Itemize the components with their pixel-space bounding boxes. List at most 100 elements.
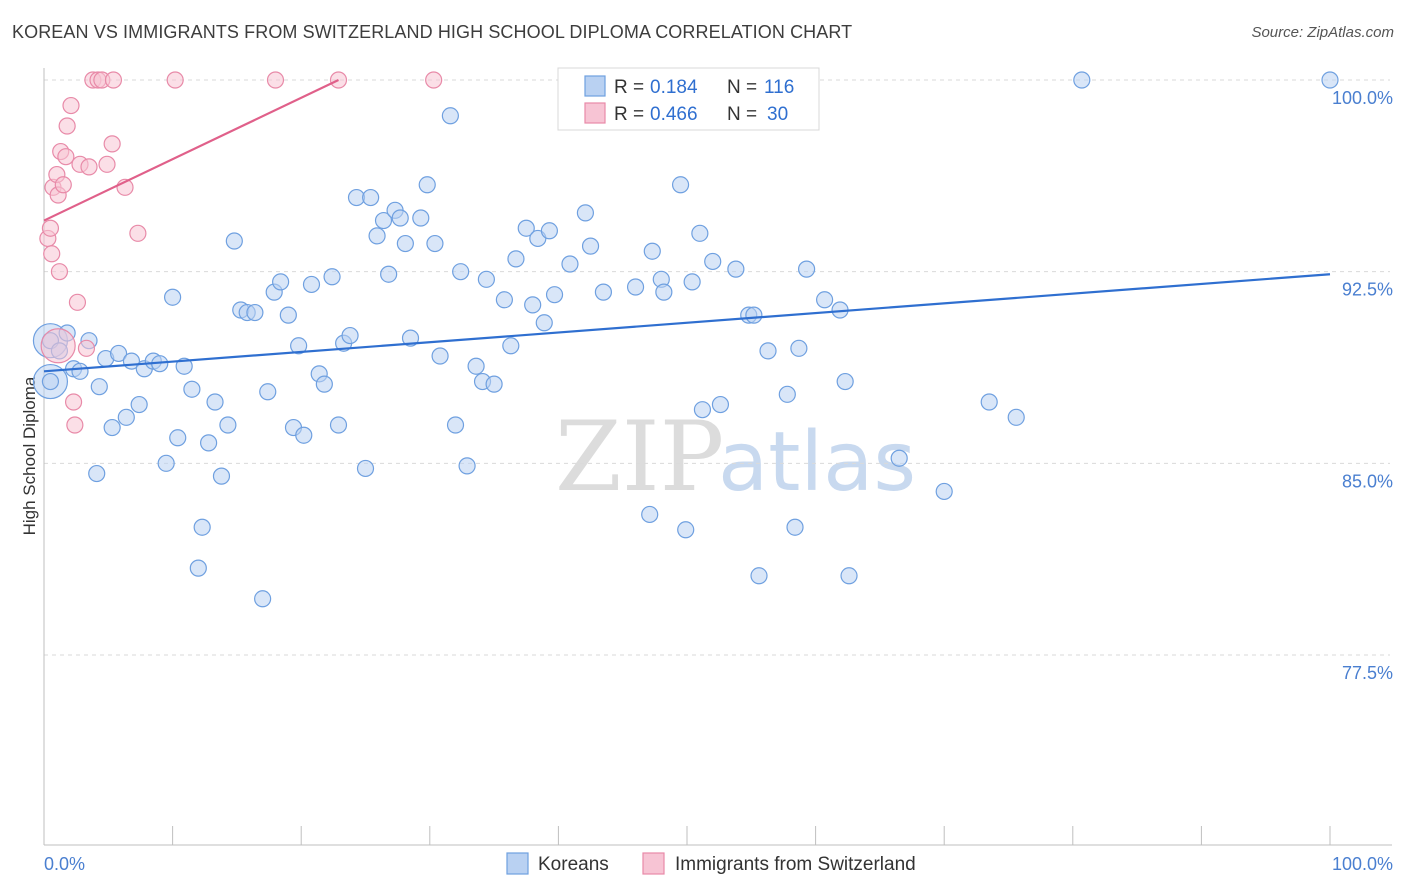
- korean-point-59: [418, 176, 436, 194]
- korean-point-104: [816, 291, 834, 309]
- korean-point-89: [677, 521, 695, 539]
- switzerland-points: [39, 71, 443, 434]
- y-tick-label-0: 77.5%: [1342, 663, 1393, 683]
- korean-point-88: [671, 176, 690, 194]
- legend-n-value-1: 30: [767, 104, 788, 125]
- korean-point-55: [391, 209, 409, 227]
- korean-point-34: [259, 383, 277, 401]
- korean-point-47: [341, 326, 359, 345]
- korean-point-93: [704, 252, 722, 271]
- korean-point-32: [246, 303, 264, 322]
- korean-point-40: [295, 426, 313, 444]
- y-tick-label-3: 100.0%: [1332, 88, 1393, 108]
- korean-point-18: [157, 454, 175, 472]
- korean-point-51: [368, 227, 386, 245]
- switzerland-point-9: [57, 148, 75, 166]
- korean-point-27: [212, 467, 231, 485]
- korean-point-78: [545, 286, 564, 304]
- switzerland-point-23: [104, 71, 123, 89]
- korean-point-68: [477, 270, 495, 288]
- legend-r-label-0: R =: [614, 77, 644, 98]
- korean-point-45: [329, 416, 348, 434]
- korean-point-64: [452, 263, 470, 281]
- korean-point-52: [374, 211, 393, 230]
- korean-point-111: [1007, 408, 1025, 426]
- korean-point-39: [290, 337, 308, 355]
- korean-point-12: [117, 408, 135, 426]
- korean-point-97: [745, 306, 763, 324]
- korean-point-10: [103, 418, 121, 437]
- korean-point-90: [683, 273, 701, 291]
- switzerland-point-22: [103, 135, 121, 153]
- korean-point-110: [980, 393, 998, 411]
- korean-point-62: [441, 107, 459, 125]
- korean-point-26: [206, 393, 224, 411]
- korean-point-81: [581, 237, 600, 255]
- switzerland-legend-swatch: [584, 102, 606, 124]
- korean-point-49: [356, 459, 375, 478]
- watermark-zip: ZIP: [555, 401, 724, 513]
- korean-point-99: [759, 342, 777, 360]
- korean-point-79: [561, 255, 579, 273]
- korean-point-29: [225, 232, 243, 250]
- switzerland-point-29: [425, 71, 443, 89]
- korean-point-65: [458, 457, 476, 475]
- korean-point-82: [594, 283, 613, 301]
- korean-point-50: [362, 188, 380, 207]
- bottom-legend-switzerland-swatch: [642, 852, 665, 875]
- korean-point-43: [315, 375, 333, 393]
- korean-point-109: [935, 482, 953, 501]
- switzerland-point-11: [62, 96, 80, 115]
- korean-point-19: [164, 288, 182, 306]
- source-label: Source: ZipAtlas.com: [1251, 24, 1394, 41]
- korean-point-69: [485, 375, 503, 393]
- korean-point-107: [840, 567, 858, 585]
- switzerland-point-1: [41, 219, 60, 237]
- axes: [43, 68, 1392, 846]
- watermark-atlas: atlas: [718, 415, 916, 510]
- x-tick-labels: 0.0% 100.0%: [44, 854, 1393, 874]
- switzerland-point-14: [68, 293, 87, 311]
- switzerland-point-25: [129, 224, 147, 242]
- korean-point-7: [88, 464, 106, 483]
- korean-point-101: [786, 518, 804, 536]
- korean-point-28: [219, 416, 237, 434]
- korean-point-76: [535, 314, 553, 332]
- korean-point-37: [279, 306, 297, 324]
- korean-point-56: [396, 234, 414, 253]
- x-tick-label-0: 0.0%: [44, 854, 85, 874]
- watermark: ZIP atlas: [555, 401, 916, 513]
- bottom-legend-koreans-label: Koreans: [538, 854, 609, 875]
- legend-n-label-1: N =: [727, 104, 757, 125]
- switzerland-point-2: [43, 245, 61, 263]
- korean-point-53: [380, 265, 398, 283]
- korean-point-73: [517, 219, 535, 237]
- korean-point-106: [836, 372, 854, 391]
- stats-legend: R = 0.184 N = 116 R = 0.466 N = 30: [557, 67, 820, 131]
- korean-point-108: [890, 449, 908, 467]
- korean-point-1: [41, 372, 60, 391]
- korean-point-74: [524, 296, 542, 314]
- korean-point-77: [540, 222, 558, 240]
- bottom-legend: Koreans Immigrants from Switzerland: [506, 852, 916, 875]
- korean-point-72: [507, 250, 525, 268]
- korean-point-85: [643, 242, 661, 260]
- bottom-legend-switzerland-label: Immigrants from Switzerland: [675, 854, 916, 875]
- korean-point-80: [576, 204, 595, 222]
- korean-point-61: [431, 347, 449, 365]
- korean-point-83: [626, 278, 645, 296]
- switzerland-point-13: [66, 416, 84, 434]
- korean-point-92: [693, 401, 712, 419]
- korean-point-71: [502, 337, 520, 355]
- korean-point-87: [655, 283, 673, 301]
- switzerland-point-8: [54, 176, 72, 194]
- korean-point-20: [169, 429, 187, 447]
- korean-point-112: [1073, 71, 1091, 89]
- korean-point-11: [109, 344, 128, 363]
- korean-point-44: [323, 268, 341, 286]
- switzerland-point-27: [266, 71, 285, 89]
- switzerland-point-26: [166, 71, 184, 89]
- korean-point-41: [302, 275, 321, 294]
- korean-point-66: [467, 357, 485, 375]
